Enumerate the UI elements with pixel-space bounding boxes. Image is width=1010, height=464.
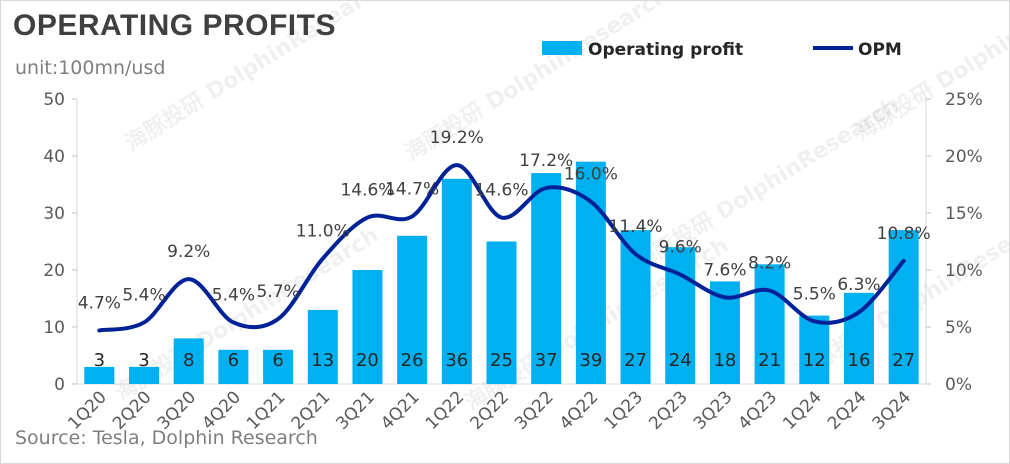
bar-data-label: 3: [94, 350, 105, 371]
y-right-tick-label: 5%: [945, 318, 972, 338]
bar-data-label: 18: [713, 350, 736, 371]
bar: [173, 338, 204, 384]
bar-data-label: 25: [490, 350, 513, 371]
opm-data-label: 10.8%: [877, 224, 931, 244]
x-tick-label: 3Q24: [869, 387, 916, 434]
x-tick-label: 2Q24: [824, 387, 871, 434]
bar-data-label: 6: [272, 350, 283, 371]
x-tick-label: 4Q22: [556, 387, 603, 434]
bar-data-label: 13: [311, 350, 334, 371]
x-tick-label: 2Q23: [645, 387, 692, 434]
bar: [397, 235, 428, 384]
watermark-0: 海豚投研 DolphinResearch: [120, 1, 393, 156]
opm-data-label: 6.3%: [837, 275, 880, 295]
x-tick-label: 4Q20: [198, 387, 245, 434]
y-left-tick-label: 50: [43, 90, 65, 110]
x-tick-label: 4Q23: [735, 387, 782, 434]
bar: [307, 309, 338, 384]
opm-data-label: 11.0%: [296, 222, 350, 242]
y-right-tick-label: 25%: [945, 90, 983, 110]
bar-data-label: 39: [579, 350, 602, 371]
bar-data-label: 20: [356, 350, 379, 371]
bar-data-label: 8: [183, 350, 194, 371]
bar-data-label: 12: [803, 350, 826, 371]
bar-data-label: 26: [401, 350, 424, 371]
bar-data-label: 27: [892, 350, 915, 371]
bar-data-label: 21: [758, 350, 781, 371]
opm-data-label: 5.4%: [122, 285, 165, 305]
opm-labels: 4.7% 5.4%9.2%5.4% 5.7%11.0%14.6%14.7%19.2%…: [78, 128, 931, 313]
y-right-tick-label: 15%: [945, 204, 983, 224]
bar-data-label: 6: [228, 350, 239, 371]
opm-data-label: 14.6%: [474, 181, 528, 201]
y-left-tick-label: 40: [43, 147, 65, 167]
x-tick-label: 3Q23: [690, 387, 737, 434]
bar: [218, 349, 249, 384]
bars: [84, 161, 919, 384]
bar: [799, 315, 830, 384]
y-left-tick-label: 20: [43, 261, 65, 281]
opm-data-label: 5.7%: [256, 282, 299, 302]
x-tick-label: 3Q21: [332, 387, 379, 434]
bar: [441, 178, 472, 384]
opm-data-label: 8.2%: [748, 254, 791, 274]
bar: [263, 349, 294, 384]
y-right-tick-label: 0%: [945, 375, 972, 395]
x-tick-label: 3Q20: [154, 387, 201, 434]
opm-data-label: 16.0%: [564, 165, 618, 185]
opm-data-label: 9.2%: [167, 242, 210, 262]
opm-data-label: 14.6%: [340, 181, 394, 201]
opm-data-label: 4.7%: [78, 293, 121, 313]
opm-data-label: 19.2%: [430, 128, 484, 148]
bar: [843, 292, 874, 384]
legend-bar-label: Operating profit: [588, 40, 743, 60]
opm-data-label: 9.6%: [659, 238, 702, 258]
legend-line-label: OPM: [858, 40, 902, 60]
x-tick-label: 1Q24: [779, 387, 826, 434]
source-note: Source: Tesla, Dolphin Research: [15, 427, 318, 449]
y-right-tick-label: 20%: [945, 147, 983, 167]
opm-line-layer: [97, 163, 906, 333]
opm-data-label: 5.5%: [793, 284, 836, 304]
bar-data-label: 3: [138, 350, 149, 371]
bar-data-label: 36: [445, 350, 468, 371]
opm-data-label: 7.6%: [703, 260, 746, 280]
bar: [575, 161, 606, 384]
x-tick-label: 2Q21: [288, 387, 335, 434]
bar: [352, 270, 383, 384]
y-left-tick-label: 0: [54, 375, 65, 395]
bar-labels: 3 3 8 6 6 13 20 26 36 25 37 39 27 24 18 21 12 16 27: [94, 350, 915, 371]
bar-data-label: 24: [669, 350, 692, 371]
bar: [84, 366, 115, 384]
x-tick-label: 1Q21: [243, 387, 290, 434]
bar: [754, 264, 785, 384]
y-left-tick-label: 10: [43, 318, 65, 338]
x-tick-label: 1Q20: [64, 387, 111, 434]
opm-data-label: 17.2%: [519, 151, 573, 171]
x-tick-label: 3Q22: [511, 387, 558, 434]
bar: [888, 230, 919, 384]
opm-data-label: 5.4%: [212, 285, 255, 305]
watermark-3: 海豚投研 DolphinResearch: [850, 1, 1009, 146]
legend: Operating profit OPM: [542, 40, 902, 60]
bar: [129, 366, 160, 384]
y-left-tick-label: 30: [43, 204, 65, 224]
x-tick-label: 1Q23: [601, 387, 648, 434]
x-tick-label: 4Q21: [377, 387, 424, 434]
bar-data-label: 27: [624, 350, 647, 371]
y-right-tick-label: 10%: [945, 261, 983, 281]
unit-label: unit:100mn/usd: [15, 57, 166, 79]
chart-title: OPERATING PROFITS: [13, 9, 336, 42]
bar: [531, 173, 562, 384]
bar-data-label: 37: [535, 350, 558, 371]
bar-data-label: 16: [848, 350, 871, 371]
legend-bar-swatch: [542, 41, 582, 55]
opm-data-label: 14.7%: [385, 179, 439, 199]
bar: [486, 241, 517, 384]
opm-data-label: 11.4%: [609, 217, 663, 237]
